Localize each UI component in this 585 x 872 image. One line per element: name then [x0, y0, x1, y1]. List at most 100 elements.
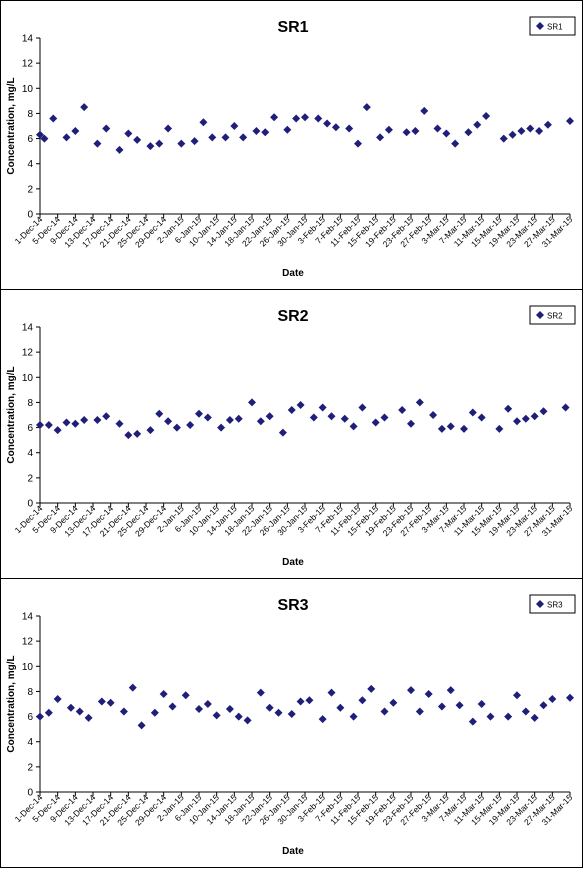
y-tick-label: 8 — [27, 109, 33, 120]
data-point — [477, 413, 486, 422]
data-point — [36, 421, 44, 430]
data-point — [305, 696, 314, 705]
y-tick-label: 8 — [27, 687, 33, 698]
data-point — [181, 691, 190, 700]
data-point — [274, 708, 283, 717]
data-point — [566, 116, 574, 125]
data-point — [561, 403, 570, 412]
x-axis-label: Date — [282, 268, 304, 279]
data-point — [327, 688, 336, 697]
data-point — [203, 413, 212, 422]
data-point — [309, 413, 318, 422]
data-point — [380, 413, 389, 422]
chart-sr3: SR3 SR3024681012141-Dec-145-Dec-149-Dec-1… — [6, 594, 576, 857]
data-point — [287, 405, 296, 414]
data-point — [164, 124, 173, 133]
data-point — [389, 698, 398, 707]
data-point — [49, 114, 58, 123]
data-point — [168, 702, 177, 711]
data-point — [407, 419, 415, 428]
legend-label: SR2 — [547, 312, 563, 321]
data-point — [367, 684, 376, 693]
y-tick-label: 14 — [22, 612, 34, 623]
data-point — [517, 127, 526, 136]
data-point — [482, 111, 491, 120]
data-point — [261, 128, 270, 137]
y-tick-label: 0 — [27, 499, 33, 510]
data-point — [137, 721, 146, 730]
chart-title: SR3 — [277, 597, 308, 614]
data-point — [358, 696, 367, 705]
data-point — [318, 715, 327, 724]
data-point — [115, 419, 124, 428]
data-point — [526, 124, 535, 133]
legend-marker — [536, 600, 544, 608]
data-point — [354, 139, 362, 148]
data-point — [97, 697, 106, 706]
data-point — [203, 700, 212, 708]
data-point — [270, 113, 279, 122]
data-point — [199, 118, 208, 127]
data-point — [256, 688, 265, 697]
data-point — [407, 686, 415, 695]
data-point — [323, 119, 332, 128]
data-point — [230, 122, 239, 130]
data-point — [146, 142, 155, 151]
data-point — [195, 705, 203, 714]
data-point — [172, 423, 181, 432]
data-point — [124, 431, 133, 440]
legend: SR1 — [529, 16, 576, 36]
data-point — [433, 124, 442, 133]
data-point — [44, 421, 53, 430]
legend-box — [529, 594, 576, 614]
data-point — [265, 703, 274, 712]
data-point — [437, 702, 446, 711]
data-point — [437, 424, 446, 433]
data-point — [217, 423, 226, 432]
chart-panel-sr2: SR2 SR2 0 2 4 6 8 10 12 14 1-Dec-14 5-Dec-14 9-Dec-1… — [0, 289, 583, 579]
data-point — [442, 129, 451, 138]
data-point — [468, 408, 477, 417]
data-point — [504, 712, 513, 721]
data-point — [256, 417, 265, 426]
y-tick-label: 12 — [22, 59, 34, 70]
data-point — [225, 705, 234, 714]
data-point — [327, 412, 336, 421]
y-tick-label: 12 — [22, 348, 34, 359]
data-point — [358, 403, 367, 412]
data-point — [318, 403, 327, 412]
data-point — [566, 693, 574, 702]
data-point — [513, 417, 521, 426]
data-point — [349, 712, 358, 721]
data-point — [243, 716, 252, 725]
data-point — [159, 689, 168, 698]
data-point — [402, 128, 411, 137]
data-point — [473, 120, 482, 129]
data-point — [539, 407, 548, 416]
y-tick-label: 12 — [22, 637, 34, 648]
data-point — [362, 103, 371, 112]
data-point — [225, 416, 234, 425]
data-point — [543, 120, 552, 129]
data-point — [296, 400, 305, 409]
legend: SR2 — [529, 305, 576, 325]
data-point — [539, 701, 548, 710]
chart-title: SR2 — [277, 308, 308, 325]
data-point — [221, 133, 230, 142]
data-point — [336, 703, 345, 712]
data-point — [40, 134, 49, 143]
data-point — [446, 686, 455, 695]
y-tick-label: 10 — [22, 373, 34, 384]
y-tick-label: 6 — [27, 712, 33, 723]
data-point — [239, 133, 248, 142]
legend-box — [529, 16, 576, 36]
data-point — [477, 700, 486, 708]
y-tick-label: 10 — [22, 662, 34, 673]
data-point — [119, 707, 128, 716]
data-point — [62, 418, 71, 427]
data-point — [102, 412, 111, 421]
y-tick-label: 4 — [27, 159, 33, 170]
y-tick-label: 6 — [27, 134, 33, 145]
data-point — [248, 398, 256, 407]
legend-box — [529, 305, 576, 325]
